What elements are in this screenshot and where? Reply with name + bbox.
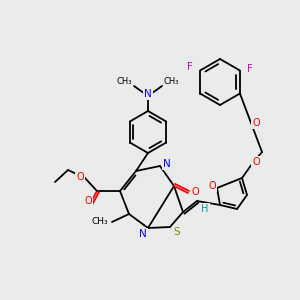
Text: O: O — [191, 187, 199, 197]
Text: S: S — [174, 227, 180, 237]
Text: N: N — [163, 159, 171, 169]
Text: O: O — [252, 118, 260, 128]
Text: O: O — [84, 196, 92, 206]
Text: O: O — [208, 181, 216, 191]
Text: N: N — [144, 89, 152, 99]
Text: N: N — [139, 229, 147, 239]
Text: CH₃: CH₃ — [92, 218, 108, 226]
Text: F: F — [247, 64, 253, 74]
Text: O: O — [76, 172, 84, 182]
Text: CH₃: CH₃ — [116, 76, 132, 85]
Text: O: O — [252, 157, 260, 167]
Text: F: F — [187, 61, 193, 71]
Text: CH₃: CH₃ — [164, 76, 179, 85]
Text: H: H — [201, 204, 209, 214]
